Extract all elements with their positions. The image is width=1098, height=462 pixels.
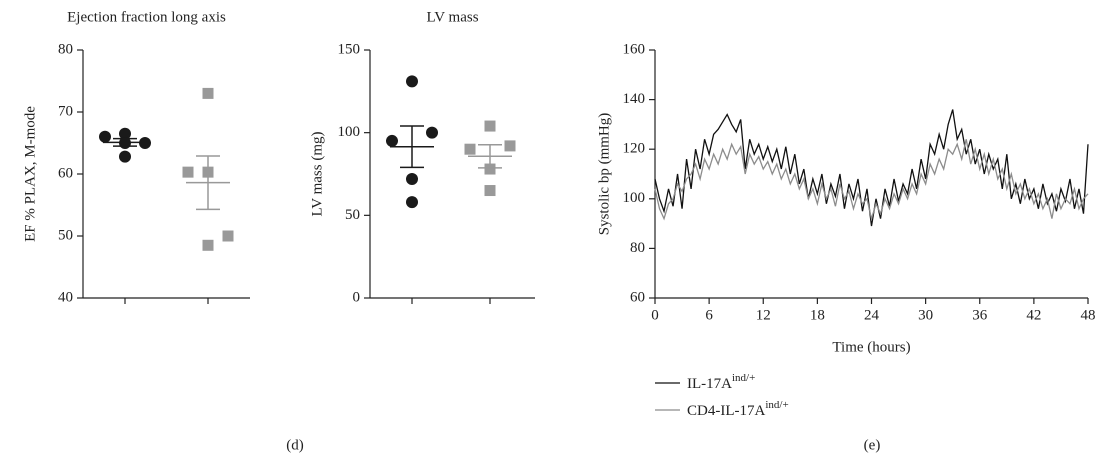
data-line [654,109,1089,227]
data-point [182,166,194,178]
data-point [386,134,398,147]
data-point [406,75,418,88]
chart-title: Ejection fraction long axis [67,9,226,25]
data-point [464,143,476,155]
error-bar [113,137,137,147]
y-tick-label: 120 [623,141,646,157]
y-axis-label: EF % PLAX, M-mode [22,106,38,242]
data-point [484,120,496,132]
legend-superscript: ind/+ [765,399,788,411]
x-tick-label: 48 [1081,307,1096,323]
y-tick-label: 50 [58,227,73,243]
data-point [222,230,234,242]
data-point [426,126,438,139]
data-point [406,196,418,209]
legend-label: IL-17Aind/+ [687,372,755,393]
x-tick-label: 12 [756,307,771,323]
y-tick-label: 100 [623,190,646,206]
y-tick-label: 60 [58,165,73,181]
data-point [504,140,516,152]
y-tick-label: 140 [623,91,646,107]
data-point [119,127,131,140]
panel-label: (d) [286,437,304,453]
y-tick-label: 80 [630,240,645,256]
data-point [202,87,214,99]
error-bar [478,143,502,169]
y-tick-label: 80 [58,41,73,57]
y-tick-label: 100 [338,124,361,140]
panel-label: (e) [864,437,881,453]
chart-title: LV mass [426,9,478,25]
legend-label: CD4-IL-17Aind/+ [687,399,789,420]
y-tick-label: 150 [338,41,361,57]
y-axis-label: Systolic bp (mmHg) [596,113,612,236]
y-tick-label: 60 [630,289,645,305]
data-point [406,172,418,185]
legend-name: IL-17A [687,376,732,392]
x-tick-label: 18 [810,307,825,323]
y-tick-label: 50 [345,207,360,223]
data-point [484,185,496,197]
data-point [119,150,131,163]
y-axis-label: LV mass (mg) [309,131,325,216]
x-tick-label: 42 [1026,307,1041,323]
error-bar [400,125,424,169]
data-point [99,130,111,143]
data-point [202,239,214,251]
y-tick-label: 70 [58,103,73,119]
x-tick-label: 0 [651,307,659,323]
x-tick-label: 24 [864,307,880,323]
data-point [484,163,496,175]
y-tick-label: 40 [58,289,73,305]
y-tick-label: 0 [353,289,361,305]
error-bar [196,155,220,211]
legend-superscript: ind/+ [732,372,755,384]
x-tick-label: 36 [972,307,988,323]
data-line [654,139,1089,222]
x-tick-label: 30 [918,307,933,323]
x-axis-label: Time (hours) [832,339,910,355]
legend-name: CD4-IL-17A [687,403,765,419]
x-tick-label: 6 [705,307,713,323]
y-tick-label: 160 [623,41,646,57]
